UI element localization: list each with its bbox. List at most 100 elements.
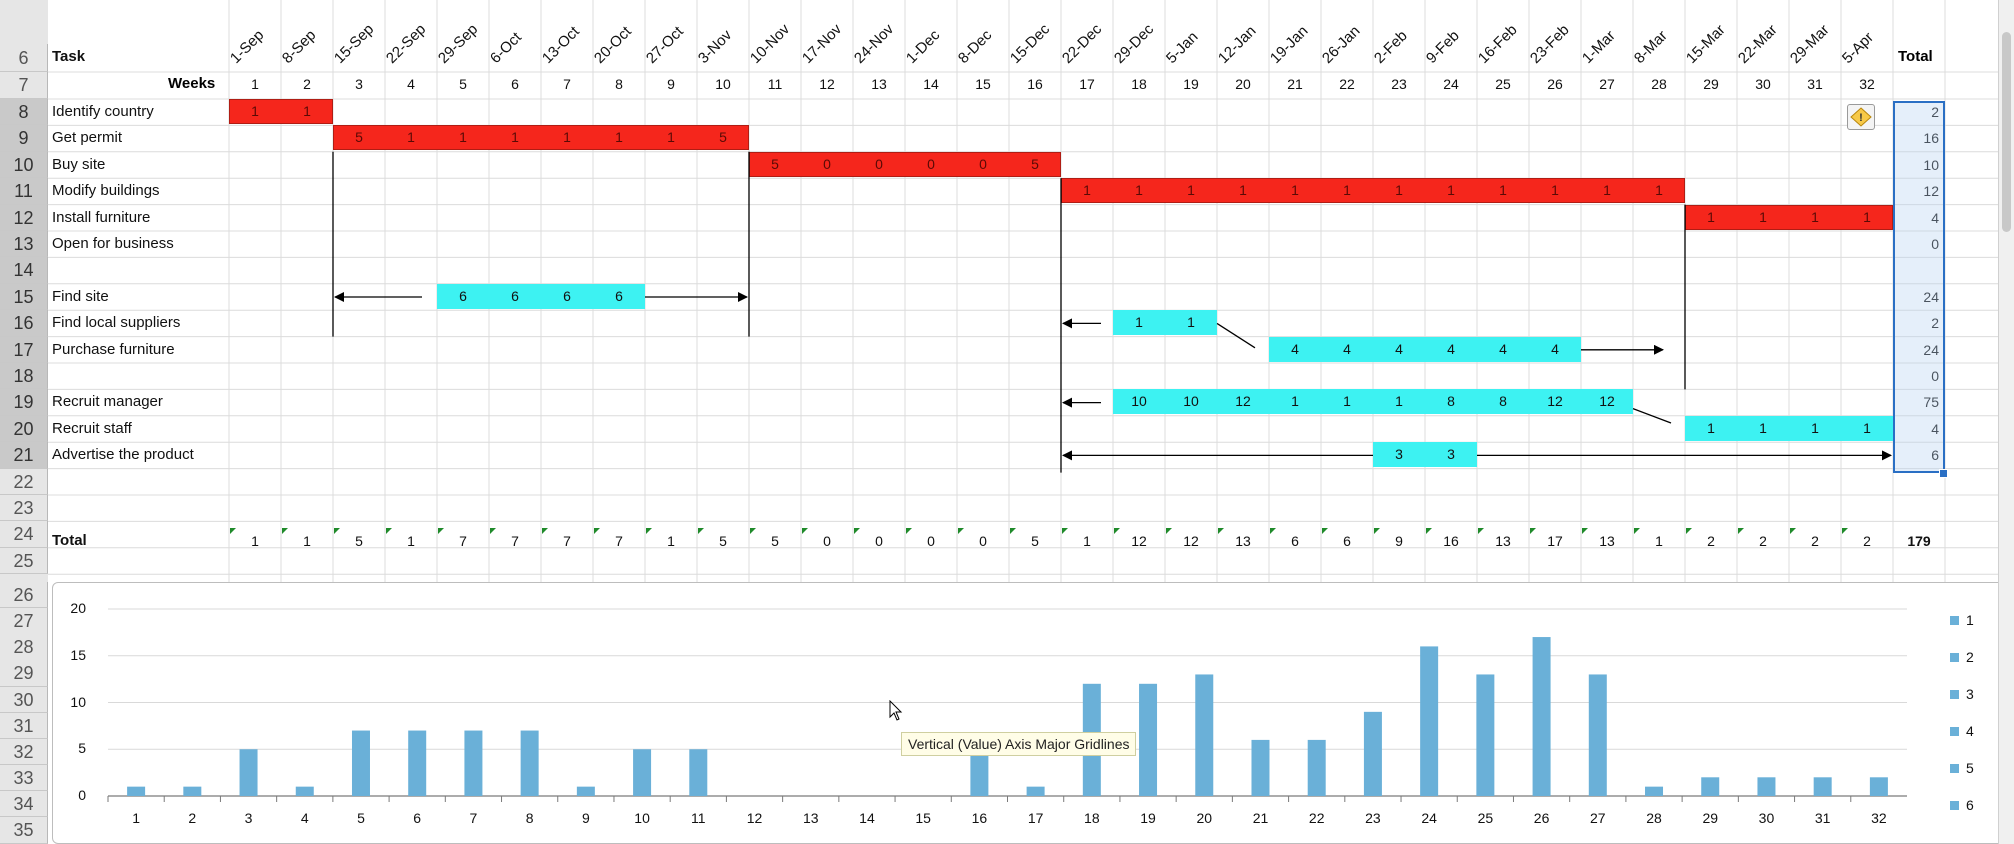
task-cell[interactable]: 12 — [1235, 393, 1251, 410]
row-header-27[interactable]: 27 — [0, 608, 48, 635]
task-cell[interactable]: 4 — [1343, 340, 1351, 357]
row-header-15[interactable]: 15 — [0, 283, 48, 311]
task-cell[interactable]: 1 — [615, 129, 623, 146]
task-cell[interactable]: 3 — [1447, 446, 1455, 463]
chart-bar[interactable] — [1363, 711, 1382, 796]
task-cell[interactable]: 4 — [1499, 340, 1507, 357]
task-cell[interactable]: 1 — [1707, 208, 1715, 225]
task-cell[interactable]: 1 — [1655, 182, 1663, 199]
chart-bar[interactable] — [1757, 777, 1776, 796]
total-cell[interactable]: 1 — [1083, 533, 1091, 549]
row-header-29[interactable]: 29 — [0, 660, 48, 687]
chart-bar[interactable] — [1195, 674, 1214, 796]
total-cell[interactable]: 5 — [719, 533, 727, 549]
row-header-18[interactable]: 18 — [0, 363, 48, 390]
total-cell[interactable]: 7 — [563, 533, 571, 549]
task-cell[interactable]: 1 — [1499, 182, 1507, 199]
task-cell[interactable]: 1 — [1863, 208, 1871, 225]
task-cell[interactable]: 5 — [1031, 155, 1039, 172]
task-total[interactable]: 2 — [1931, 315, 1939, 332]
task-cell[interactable]: 1 — [1759, 208, 1767, 225]
chart-bar[interactable] — [576, 786, 595, 796]
chart-bar[interactable] — [1251, 739, 1270, 796]
legend-item[interactable]: 2 — [1966, 649, 1974, 665]
task-total[interactable]: 16 — [1923, 130, 1939, 147]
task-cell[interactable]: 4 — [1291, 340, 1299, 357]
row-header-25[interactable]: 25 — [0, 547, 48, 575]
task-total[interactable]: 6 — [1931, 447, 1939, 464]
total-cell[interactable]: 12 — [1183, 533, 1199, 549]
total-cell[interactable]: 6 — [1291, 533, 1299, 549]
total-cell[interactable]: 0 — [875, 533, 883, 549]
row-header-26[interactable]: 26 — [0, 582, 48, 609]
row-header-32[interactable]: 32 — [0, 738, 48, 766]
chart-bar[interactable] — [970, 749, 989, 796]
chart-bar[interactable] — [633, 749, 652, 796]
total-cell[interactable]: 5 — [1031, 533, 1039, 549]
fill-handle[interactable] — [1939, 469, 1948, 478]
chart-bar[interactable] — [1532, 637, 1551, 796]
task-bar[interactable] — [1113, 389, 1633, 415]
total-cell[interactable]: 1 — [1655, 533, 1663, 549]
task-bar[interactable] — [1113, 310, 1217, 336]
chart-bar[interactable] — [1139, 683, 1158, 796]
task-cell[interactable]: 1 — [1395, 182, 1403, 199]
legend-item[interactable]: 1 — [1966, 612, 1974, 628]
task-cell[interactable]: 4 — [1395, 340, 1403, 357]
total-cell[interactable]: 17 — [1547, 533, 1563, 549]
task-total[interactable]: 24 — [1923, 341, 1939, 358]
task-bar[interactable] — [1373, 442, 1477, 468]
task-bar[interactable] — [1685, 204, 1893, 230]
task-cell[interactable]: 1 — [1291, 393, 1299, 410]
task-cell[interactable]: 10 — [1183, 393, 1199, 410]
row-header-14[interactable]: 14 — [0, 257, 48, 284]
task-cell[interactable]: 1 — [1447, 182, 1455, 199]
chart-bar[interactable] — [1701, 777, 1720, 796]
row-header-13[interactable]: 13 — [0, 231, 48, 258]
total-cell[interactable]: 0 — [927, 533, 935, 549]
task-cell[interactable]: 3 — [1395, 446, 1403, 463]
task-bar[interactable] — [229, 99, 333, 124]
chart-bar[interactable] — [1645, 786, 1664, 796]
task-cell[interactable]: 6 — [563, 287, 571, 304]
task-cell[interactable]: 1 — [511, 129, 519, 146]
legend-item[interactable]: 5 — [1966, 760, 1974, 776]
task-bar[interactable] — [437, 283, 645, 309]
total-cell[interactable]: 1 — [303, 533, 311, 549]
row-header-23[interactable]: 23 — [0, 495, 48, 522]
task-cell[interactable]: 12 — [1599, 393, 1615, 410]
row-header-9[interactable]: 9 — [0, 125, 48, 152]
total-cell[interactable]: 13 — [1235, 533, 1251, 549]
error-check-button[interactable]: ! — [1847, 104, 1875, 130]
task-cell[interactable]: 4 — [1447, 340, 1455, 357]
chart-bar[interactable] — [1869, 777, 1888, 796]
row-header-7[interactable]: 7 — [0, 72, 48, 99]
chart-bar[interactable] — [1588, 674, 1607, 796]
chart-bar[interactable] — [239, 749, 258, 796]
chart-bar[interactable] — [1813, 777, 1832, 796]
task-cell[interactable]: 8 — [1499, 393, 1507, 410]
task-cell[interactable]: 1 — [1135, 314, 1143, 331]
task-total[interactable]: 24 — [1923, 288, 1939, 305]
task-cell[interactable]: 5 — [355, 129, 363, 146]
total-cell[interactable]: 2 — [1759, 533, 1767, 549]
row-header-24[interactable]: 24 — [0, 521, 48, 548]
total-cell[interactable]: 12 — [1131, 533, 1147, 549]
legend-item[interactable]: 6 — [1966, 797, 1974, 813]
total-cell[interactable]: 2 — [1811, 533, 1819, 549]
task-total[interactable]: 10 — [1923, 156, 1939, 173]
row-header-8[interactable]: 8 — [0, 99, 48, 126]
row-header-30[interactable]: 30 — [0, 686, 48, 713]
total-cell[interactable]: 16 — [1443, 533, 1459, 549]
row-header-22[interactable]: 22 — [0, 468, 48, 495]
task-cell[interactable]: 0 — [875, 155, 883, 172]
task-cell[interactable]: 6 — [459, 287, 467, 304]
task-cell[interactable]: 0 — [927, 155, 935, 172]
task-cell[interactable]: 0 — [823, 155, 831, 172]
legend-item[interactable]: 4 — [1966, 723, 1974, 739]
row-header-31[interactable]: 31 — [0, 712, 48, 740]
task-cell[interactable]: 1 — [1083, 182, 1091, 199]
chart-bar[interactable] — [520, 730, 539, 796]
task-cell[interactable]: 1 — [1343, 182, 1351, 199]
